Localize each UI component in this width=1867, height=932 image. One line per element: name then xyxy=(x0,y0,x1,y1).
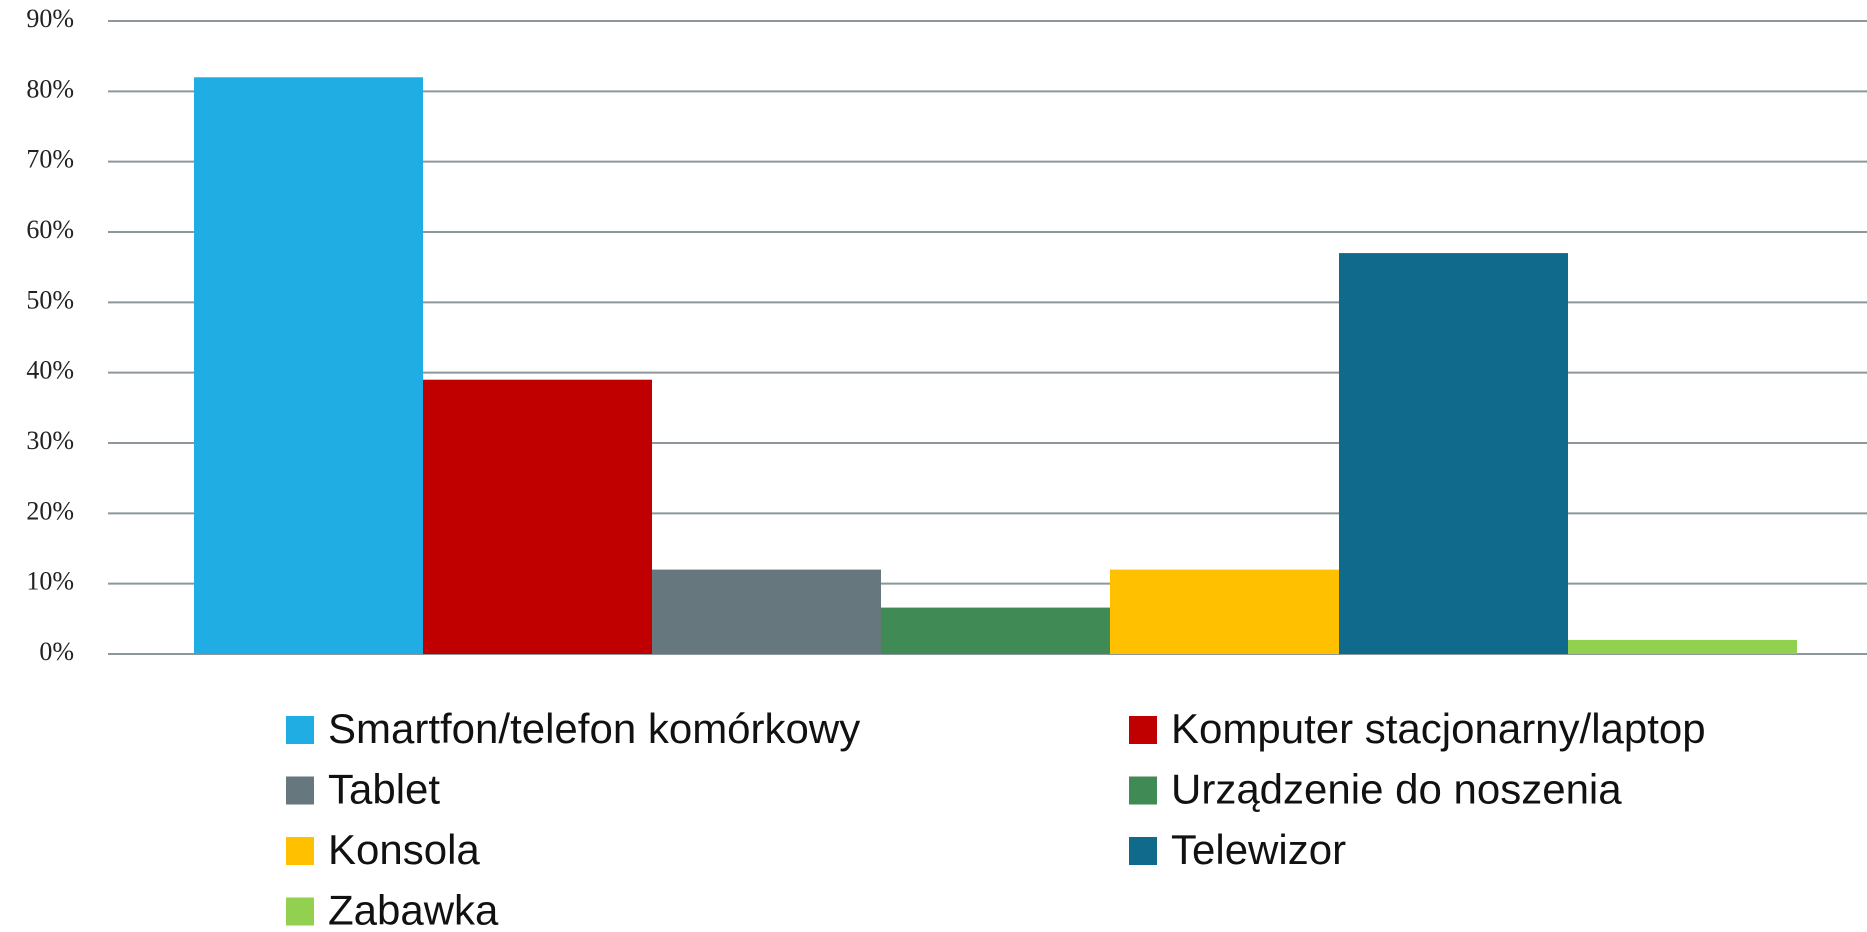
y-tick-label: 50% xyxy=(26,285,74,314)
legend-label: Urządzenie do noszenia xyxy=(1171,766,1622,813)
bar xyxy=(1568,639,1797,654)
legend-swatch xyxy=(286,776,314,805)
legend-label: Konsola xyxy=(328,826,480,873)
y-tick-label: 40% xyxy=(26,356,74,385)
bar xyxy=(1110,569,1339,654)
y-tick-label: 30% xyxy=(26,426,74,455)
legend-label: Komputer stacjonarny/laptop xyxy=(1171,705,1706,752)
bar xyxy=(194,77,423,655)
legend-swatch xyxy=(286,837,314,865)
legend-label: Telewizor xyxy=(1171,826,1346,873)
y-tick-label: 80% xyxy=(26,74,74,103)
legend-label: Zabawka xyxy=(328,887,499,932)
y-tick-label: 60% xyxy=(26,215,74,244)
bar xyxy=(1339,253,1568,654)
legend-label: Tablet xyxy=(328,766,440,813)
legend-label: Smartfon/telefon komórkowy xyxy=(328,705,860,752)
y-tick-label: 0% xyxy=(39,637,74,666)
y-tick-label: 20% xyxy=(26,496,74,525)
bar xyxy=(652,569,881,654)
legend-swatch xyxy=(1129,716,1157,744)
legend-swatch xyxy=(1129,776,1157,805)
legend-swatch xyxy=(1129,837,1157,865)
y-tick-label: 10% xyxy=(26,567,74,596)
legend-swatch xyxy=(286,716,314,744)
y-tick-label: 70% xyxy=(26,145,74,174)
y-tick-label: 90% xyxy=(26,4,74,33)
legend-swatch xyxy=(286,897,314,926)
bar xyxy=(423,379,652,654)
bar xyxy=(881,607,1110,654)
